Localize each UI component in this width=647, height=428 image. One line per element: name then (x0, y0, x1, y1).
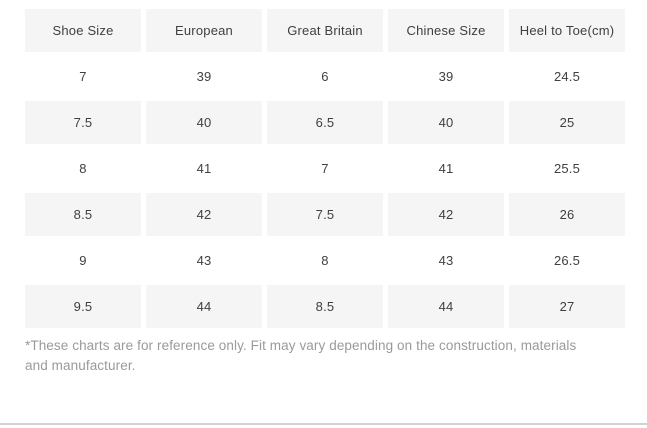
column-header: Shoe Size (25, 9, 141, 52)
footnote: *These charts are for reference only. Fi… (25, 338, 577, 373)
table-cell: 41 (388, 147, 504, 190)
table-cell: 6 (267, 55, 383, 98)
table-cell: 41 (146, 147, 262, 190)
table-cell: 6.5 (267, 101, 383, 144)
column-header: Chinese Size (388, 9, 504, 52)
table-cell: 44 (146, 285, 262, 328)
table-cell: 8 (25, 147, 141, 190)
table-row: 9.5 44 8.5 44 27 (25, 285, 625, 328)
table-row: 8.5 42 7.5 42 26 (25, 193, 625, 236)
table-cell: 42 (146, 193, 262, 236)
size-table-head: Shoe Size European Great Britain Chinese Si… (25, 9, 625, 52)
table-cell: 24.5 (509, 55, 625, 98)
table-cell: 40 (146, 101, 262, 144)
column-header: Great Britain (267, 9, 383, 52)
table-cell: 26.5 (509, 239, 625, 282)
table-cell: 7.5 (25, 101, 141, 144)
table-header-row: Shoe Size European Great Britain Chinese Si… (25, 9, 625, 52)
table-cell: 9 (25, 239, 141, 282)
table-cell: 8.5 (25, 193, 141, 236)
table-row: 7.5 40 6.5 40 25 (25, 101, 625, 144)
table-cell: 7 (25, 55, 141, 98)
table-cell: 25.5 (509, 147, 625, 190)
size-table: Shoe Size European Great Britain Chinese Si… (20, 6, 630, 331)
table-cell: 7 (267, 147, 383, 190)
bottom-divider (0, 423, 647, 425)
size-table-body: 7 39 6 39 24.5 7.5 40 6.5 40 25 8 41 7 41 25.5 8.5 42 7.5… (25, 55, 625, 328)
column-header: European (146, 9, 262, 52)
table-cell: 7.5 (267, 193, 383, 236)
table-cell: 43 (388, 239, 504, 282)
column-header: Heel to Toe(cm) (509, 9, 625, 52)
table-cell: 27 (509, 285, 625, 328)
table-row: 7 39 6 39 24.5 (25, 55, 625, 98)
table-cell: 42 (388, 193, 504, 236)
table-cell: 39 (146, 55, 262, 98)
table-cell: 8 (267, 239, 383, 282)
table-cell: 40 (388, 101, 504, 144)
table-row: 8 41 7 41 25.5 (25, 147, 625, 190)
table-cell: 9.5 (25, 285, 141, 328)
table-cell: 26 (509, 193, 625, 236)
table-cell: 44 (388, 285, 504, 328)
table-cell: 25 (509, 101, 625, 144)
table-cell: 8.5 (267, 285, 383, 328)
table-cell: 43 (146, 239, 262, 282)
table-row: 9 43 8 43 26.5 (25, 239, 625, 282)
table-cell: 39 (388, 55, 504, 98)
